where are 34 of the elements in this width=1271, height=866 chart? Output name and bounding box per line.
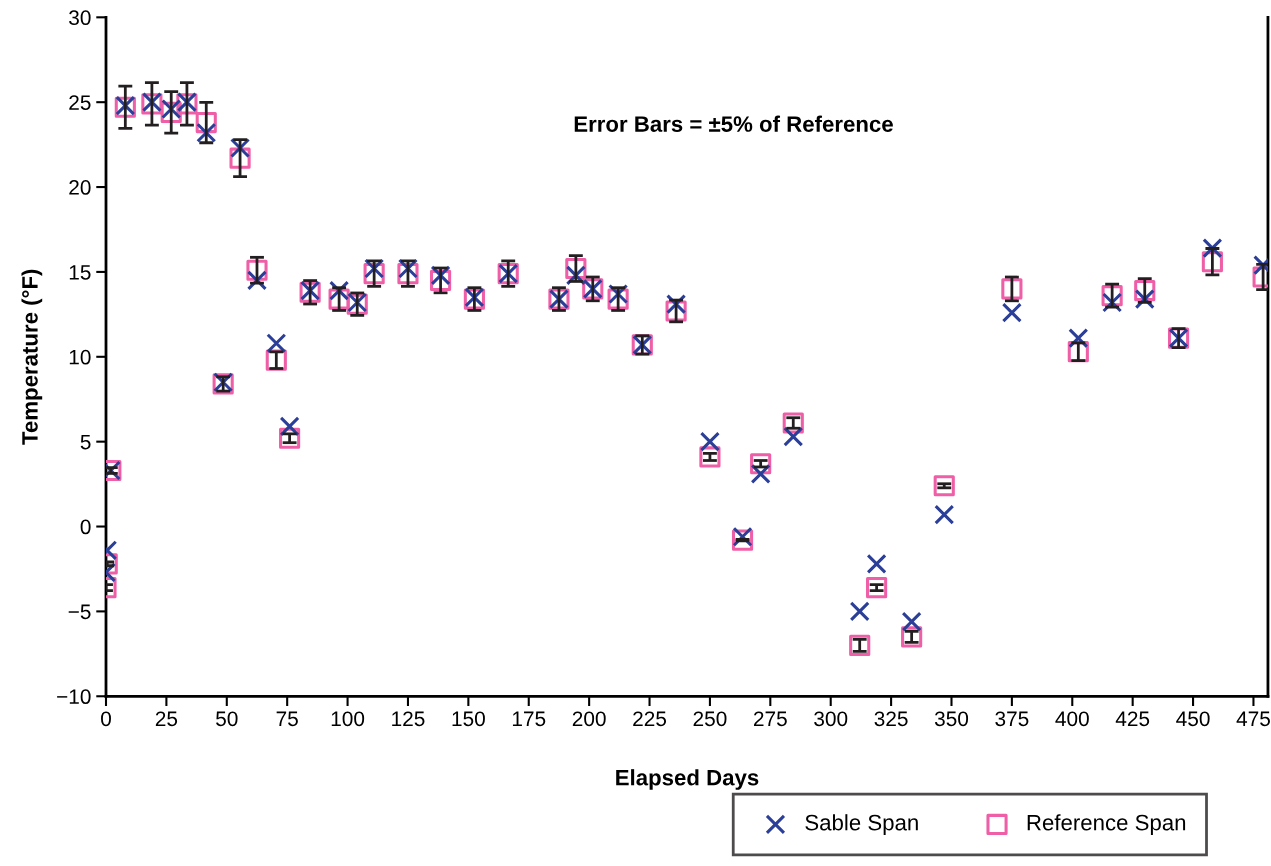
x-tick-label: 200	[572, 711, 606, 727]
x-tick-label: 75	[276, 711, 298, 727]
x-tick-label: 375	[995, 711, 1029, 727]
y-tick-label: −5	[68, 604, 91, 620]
y-tick-label: 10	[69, 349, 91, 365]
y-axis-title: Temperature (°F)	[21, 269, 43, 445]
x-tick-label: 350	[934, 711, 969, 727]
x-tick-label: 125	[392, 711, 425, 727]
x-tick-label: 250	[693, 711, 727, 727]
y-tick-label: 5	[80, 434, 91, 450]
x-tick-label: 475	[1236, 711, 1270, 727]
x-tick-label: 400	[1055, 711, 1089, 727]
y-tick-label: −10	[57, 689, 91, 705]
legend-label: Reference Span	[1027, 814, 1186, 835]
x-tick-label: 275	[753, 711, 787, 727]
x-tick-label: 450	[1176, 711, 1210, 727]
legend-label: Sable Span	[805, 814, 918, 835]
x-tick-label: 25	[155, 711, 178, 727]
y-tick-label: 15	[69, 265, 91, 280]
x-tick-label: 0	[101, 711, 111, 727]
y-tick-label: 25	[69, 95, 91, 110]
x-tick-label: 225	[633, 711, 667, 727]
annotation: Error Bars = ±5% of Reference	[574, 115, 893, 132]
x-tick-label: 425	[1115, 711, 1150, 727]
x-axis-title: Elapsed Days	[616, 769, 759, 790]
y-tick-label: 20	[69, 180, 91, 195]
x-tick-label: 300	[814, 711, 848, 727]
x-tick-label: 175	[512, 711, 546, 727]
x-tick-label: 150	[452, 711, 485, 727]
y-tick-label: 30	[69, 10, 91, 26]
x-tick-label: 50	[216, 711, 238, 727]
x-tick-label: 100	[331, 711, 365, 727]
y-tick-label: 0	[80, 519, 91, 535]
x-tick-label: 325	[874, 711, 908, 727]
